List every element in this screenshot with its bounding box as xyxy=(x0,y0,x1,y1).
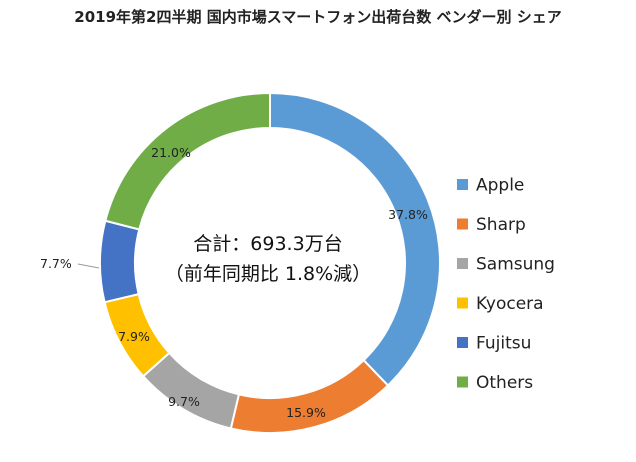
center-change-text: （前年同期比 1.8%減） xyxy=(165,263,371,285)
legend-label-samsung: Samsung xyxy=(476,255,555,275)
slice-label-samsung: 9.7% xyxy=(168,394,200,409)
chart-title: 2019年第2四半期 国内市場スマートフォン出荷台数 ベンダー別 シェア xyxy=(74,8,562,26)
slice-label-sharp: 15.9% xyxy=(286,405,326,420)
slice-label-kyocera: 7.9% xyxy=(118,329,150,344)
center-total-text: 合計：693.3万台 xyxy=(193,233,342,255)
legend-swatch-samsung xyxy=(457,258,468,269)
legend-swatch-fujitsu xyxy=(457,337,468,348)
legend-swatch-sharp xyxy=(457,218,468,230)
slice-others xyxy=(104,91,271,231)
slice-label-others: 21.0% xyxy=(151,145,191,160)
legend-swatch-others xyxy=(457,376,468,388)
leader-line-fujitsu xyxy=(77,263,100,269)
legend-label-sharp: Sharp xyxy=(476,215,526,235)
slice-sharp xyxy=(229,358,390,434)
slice-label-fujitsu: 7.7% xyxy=(40,256,72,271)
legend-label-apple: Apple xyxy=(476,176,524,196)
legend-label-others: Others xyxy=(476,373,533,393)
legend-label-kyocera: Kyocera xyxy=(476,294,544,314)
slice-fujitsu xyxy=(99,219,141,304)
slice-label-apple: 37.8% xyxy=(388,207,428,222)
legend-swatch-apple xyxy=(457,179,468,190)
legend-swatch-kyocera xyxy=(457,297,468,309)
legend-label-fujitsu: Fujitsu xyxy=(476,334,531,354)
